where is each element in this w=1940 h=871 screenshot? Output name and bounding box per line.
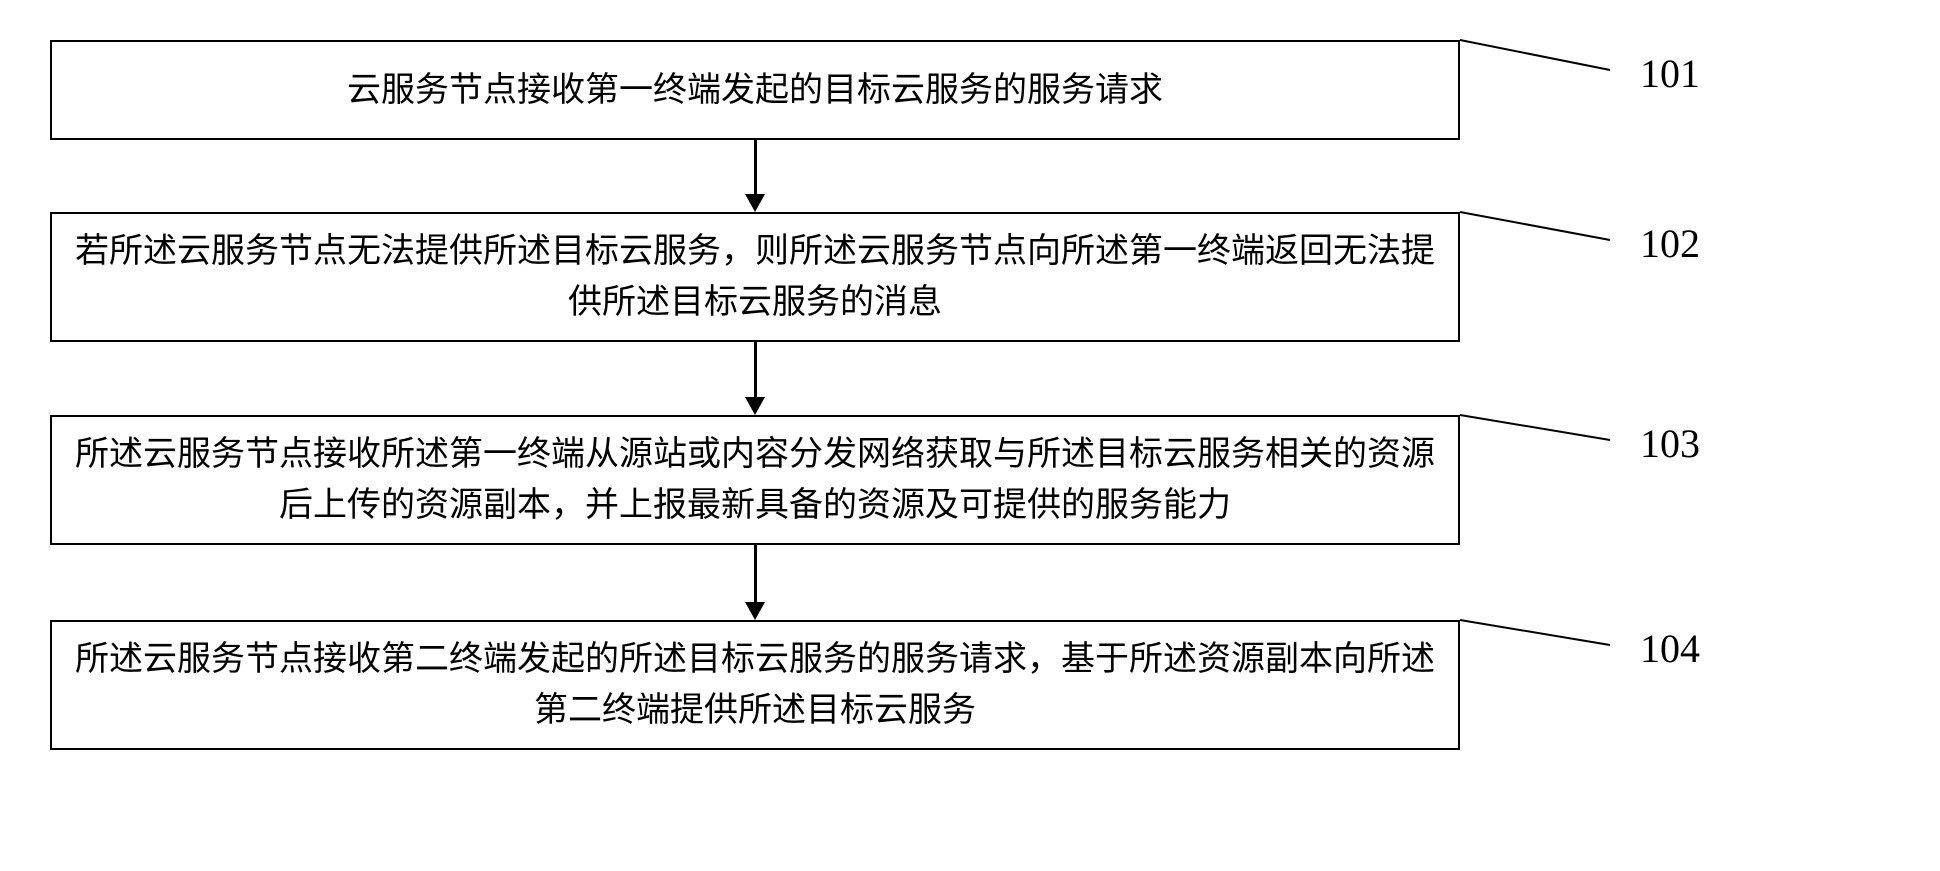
flowchart-step-label: 101 xyxy=(1640,50,1700,97)
flowchart-step-text: 若所述云服务节点无法提供所述目标云服务，则所述云服务节点向所述第一终端返回无法提… xyxy=(72,226,1438,328)
flowchart-step-text: 云服务节点接收第一终端发起的目标云服务的服务请求 xyxy=(347,65,1163,116)
flowchart-step-box: 所述云服务节点接收所述第一终端从源站或内容分发网络获取与所述目标云服务相关的资源… xyxy=(50,415,1460,545)
flowchart-step-box: 云服务节点接收第一终端发起的目标云服务的服务请求 xyxy=(50,40,1460,140)
flowchart-arrow xyxy=(754,140,757,196)
flowchart-step-label: 102 xyxy=(1640,220,1700,267)
flowchart-diagram: 云服务节点接收第一终端发起的目标云服务的服务请求 101 若所述云服务节点无法提供所… xyxy=(20,20,1940,851)
flowchart-step-box: 所述云服务节点接收第二终端发起的所述目标云服务的服务请求，基于所述资源副本向所述… xyxy=(50,620,1460,750)
flowchart-step-label: 104 xyxy=(1640,625,1700,672)
flowchart-step-text: 所述云服务节点接收第二终端发起的所述目标云服务的服务请求，基于所述资源副本向所述… xyxy=(72,634,1438,736)
arrow-down-icon xyxy=(745,194,765,212)
arrow-down-icon xyxy=(745,397,765,415)
flowchart-step-label: 103 xyxy=(1640,420,1700,467)
arrow-down-icon xyxy=(745,602,765,620)
flowchart-step-box: 若所述云服务节点无法提供所述目标云服务，则所述云服务节点向所述第一终端返回无法提… xyxy=(50,212,1460,342)
flowchart-arrow xyxy=(754,342,757,399)
flowchart-arrow xyxy=(754,545,757,604)
flowchart-step-text: 所述云服务节点接收所述第一终端从源站或内容分发网络获取与所述目标云服务相关的资源… xyxy=(72,429,1438,531)
